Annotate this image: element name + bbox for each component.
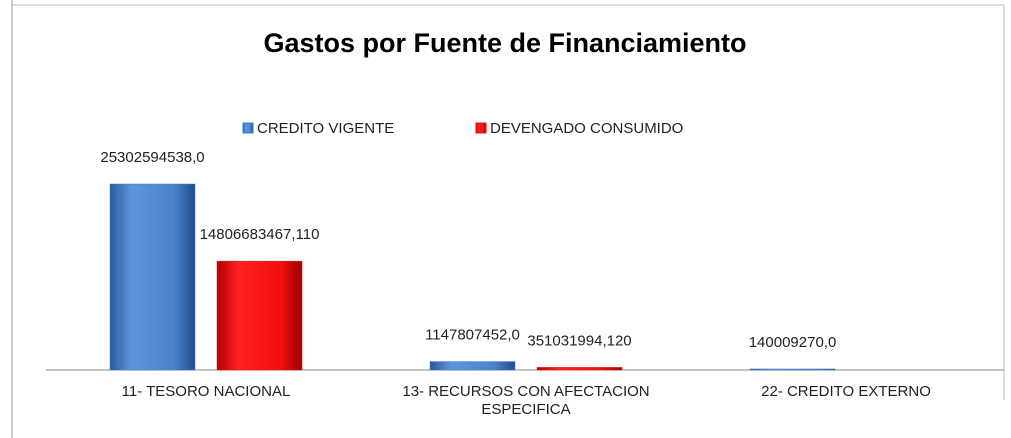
data-label: 140009270,0 (749, 334, 837, 351)
bar (536, 367, 623, 371)
bar (109, 183, 196, 371)
legend-label: DEVENGADO CONSUMIDO (490, 120, 683, 137)
x-tick-label: 13- RECURSOS CON AFECTACION ESPECIFICA (402, 383, 650, 418)
data-label: 14806683467,110 (200, 226, 320, 243)
x-tick-label-box: 22- CREDITO EXTERNO (761, 383, 931, 400)
x-tick-label-box: 13- RECURSOS CON AFECTACION ESPECIFICA (402, 383, 650, 418)
legend-swatch (242, 122, 254, 134)
x-tick-label: 11- TESORO NACIONAL (121, 383, 291, 400)
data-label: 1147807452,0 (425, 327, 520, 344)
chart-title: Gastos por Fuente de Financiamiento (263, 28, 746, 58)
legend-swatch (475, 122, 487, 134)
data-label: 25302594538,0 (100, 149, 204, 166)
x-tick-label: 22- CREDITO EXTERNO (761, 383, 931, 400)
data-label: 351031994,120 (527, 332, 631, 349)
legend-label: CREDITO VIGENTE (257, 120, 394, 137)
bar (216, 260, 303, 371)
bar (429, 361, 516, 371)
x-tick-label-box: 11- TESORO NACIONAL (121, 383, 291, 400)
bar (749, 368, 836, 371)
